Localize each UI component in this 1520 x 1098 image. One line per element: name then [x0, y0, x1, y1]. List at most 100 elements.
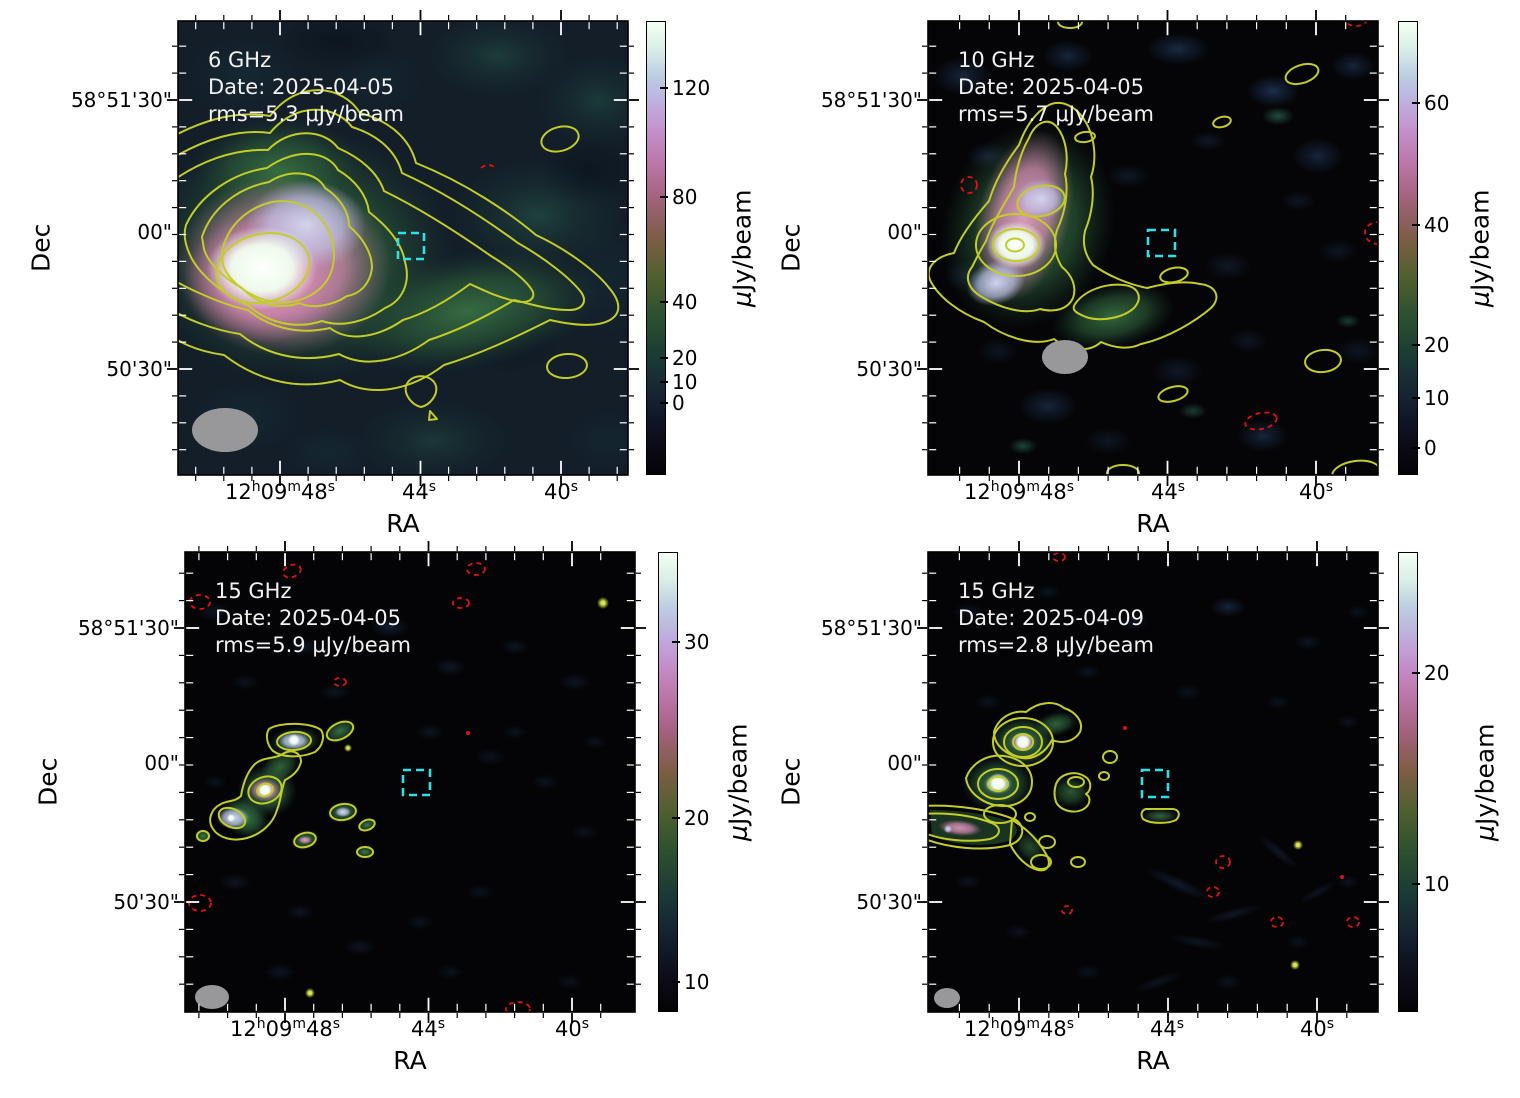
colorbar-tick-mark — [1412, 344, 1420, 347]
colorbar-tick-label: 80 — [672, 185, 698, 210]
beam-ellipse — [1042, 340, 1088, 374]
colorbar-tick-label: 10 — [684, 970, 710, 995]
negative-contours — [188, 562, 531, 1012]
panel-15ghz-0405: 15 GHz Date: 2025-04-05 rms=5.9 μJy/beam — [171, 538, 649, 1026]
negative-contours — [960, 21, 1378, 431]
xaxis-title: RA — [393, 1046, 427, 1075]
colorbar-tick-label: 40 — [1424, 212, 1450, 237]
colorbar-tick-label: 20 — [672, 345, 698, 370]
colorbar-tick-mark — [660, 301, 668, 304]
colorbar-tick-mark — [1412, 223, 1420, 226]
colorbar-tick-mark — [672, 816, 680, 819]
negative-contours — [1052, 552, 1360, 928]
ytick-label: 00" — [137, 220, 172, 244]
colorbar-tick-label: 0 — [1424, 436, 1437, 461]
panel-border — [927, 20, 1379, 476]
yaxis-title: Dec — [776, 757, 806, 807]
ytick-label: 50'30" — [856, 890, 922, 914]
positive-contours — [928, 702, 1180, 872]
xtick-label: 44s — [401, 479, 437, 504]
colorbar-tick-mark — [1412, 396, 1420, 399]
colorbar-tick-label: 10 — [1424, 385, 1450, 410]
ytick-label: 58°51'30" — [820, 616, 922, 640]
xtick-label-ra-full: 12h09m48s — [229, 1016, 340, 1041]
mu-symbol: μ — [723, 824, 753, 841]
ytick-label: 00" — [887, 220, 922, 244]
annotation-date: Date: 2025-04-05 — [208, 75, 394, 99]
axis-ticks — [917, 10, 1389, 486]
colorbar-tick-mark — [660, 196, 668, 199]
beam-ellipse — [192, 408, 258, 452]
annotation-frequency: 15 GHz — [958, 579, 1034, 603]
aperture-box — [1146, 228, 1177, 258]
annotation-frequency: 6 GHz — [208, 48, 271, 72]
colorbar-tick-label: 20 — [684, 805, 710, 830]
panel-6ghz: 6 GHz Date: 2025-04-05 rms=5.3 μJy/beam — [164, 7, 642, 489]
colorbar-unit-text: Jy/beam — [727, 189, 757, 291]
xtick-label: 44s — [410, 1016, 446, 1041]
annotation-date: Date: 2025-04-05 — [958, 75, 1144, 99]
negative-contours — [480, 164, 497, 169]
beam-ellipse — [195, 985, 229, 1009]
annotation-frequency: 15 GHz — [215, 579, 291, 603]
colorbar-tick-label: 120 — [672, 76, 711, 101]
beam-ellipse — [934, 988, 960, 1008]
xtick-label: 44s — [1149, 1016, 1185, 1041]
colorbar-tick-label: 10 — [672, 369, 698, 394]
colorbar-6ghz: 0 10 20 40 80 120 — [646, 21, 710, 475]
colorbar-gradient — [646, 21, 666, 475]
positive-contours — [178, 89, 620, 421]
xaxis-title: RA — [1136, 509, 1170, 538]
xtick-label-ra-full: 12h09m48s — [224, 479, 335, 504]
panel-15ghz-0409: 15 GHz Date: 2025-04-09 rms=2.8 μJy/beam — [914, 538, 1392, 1026]
panel-border — [927, 551, 1379, 1013]
xtick-label: 40s — [554, 1016, 590, 1041]
image-mottle — [933, 33, 1378, 455]
annotation-frequency: 10 GHz — [958, 48, 1034, 72]
annotation-rms: rms=2.8 μJy/beam — [958, 633, 1154, 657]
colorbar-axis-label: μ Jy/beam — [1462, 21, 1498, 475]
image-mottle — [952, 584, 1370, 993]
ytick-label: 58°51'30" — [70, 88, 172, 112]
colorbar-tick-label: 10 — [1424, 872, 1450, 897]
annotation-date: Date: 2025-04-05 — [215, 606, 401, 630]
axis-ticks — [174, 541, 646, 1023]
aperture-box — [401, 768, 432, 797]
colorbar-15ghz-0409: 10 20 — [1398, 552, 1449, 1012]
annotation-rms: rms=5.3 μJy/beam — [208, 102, 404, 126]
ytick-label: 50'30" — [106, 357, 172, 381]
ytick-label: 50'30" — [113, 890, 179, 914]
xaxis-title: RA — [1136, 1046, 1170, 1075]
colorbar-unit-text: Jy/beam — [1470, 723, 1500, 825]
colorbar-tick-mark — [1412, 883, 1420, 886]
aperture-box — [1140, 768, 1170, 799]
colorbar-tick-mark — [660, 380, 668, 383]
yaxis-title: Dec — [26, 223, 56, 273]
ytick-label: 58°51'30" — [820, 88, 922, 112]
colorbar-15ghz-0405: 10 20 30 — [658, 552, 709, 1012]
yaxis-title: Dec — [33, 757, 63, 807]
xtick-label-ra-full: 12h09m48s — [963, 1016, 1074, 1041]
colorbar-unit-text: Jy/beam — [1465, 189, 1495, 291]
aperture-box — [396, 231, 426, 261]
colorbar-axis-label: μ Jy/beam — [720, 552, 756, 1012]
ytick-label: 00" — [144, 751, 179, 775]
ytick-label: 50'30" — [856, 357, 922, 381]
ytick-label: 00" — [887, 751, 922, 775]
mu-symbol: μ — [1465, 290, 1495, 307]
ytick-label: 58°51'30" — [77, 616, 179, 640]
xtick-label: 40s — [543, 479, 579, 504]
xtick-label-ra-full: 12h09m48s — [963, 479, 1074, 504]
colorbar-gradient — [1398, 21, 1418, 475]
positive-contours — [196, 720, 376, 858]
colorbar-tick-mark — [660, 87, 668, 90]
colorbar-tick-label: 0 — [672, 391, 685, 416]
panel-border — [184, 551, 636, 1013]
panel-border — [177, 20, 629, 476]
xtick-label: 40s — [1299, 1016, 1335, 1041]
colorbar-axis-label: μ Jy/beam — [724, 21, 760, 475]
positive-contours — [928, 21, 1378, 475]
colorbar-tick-mark — [672, 641, 680, 644]
colorbar-tick-label: 20 — [1424, 660, 1450, 685]
